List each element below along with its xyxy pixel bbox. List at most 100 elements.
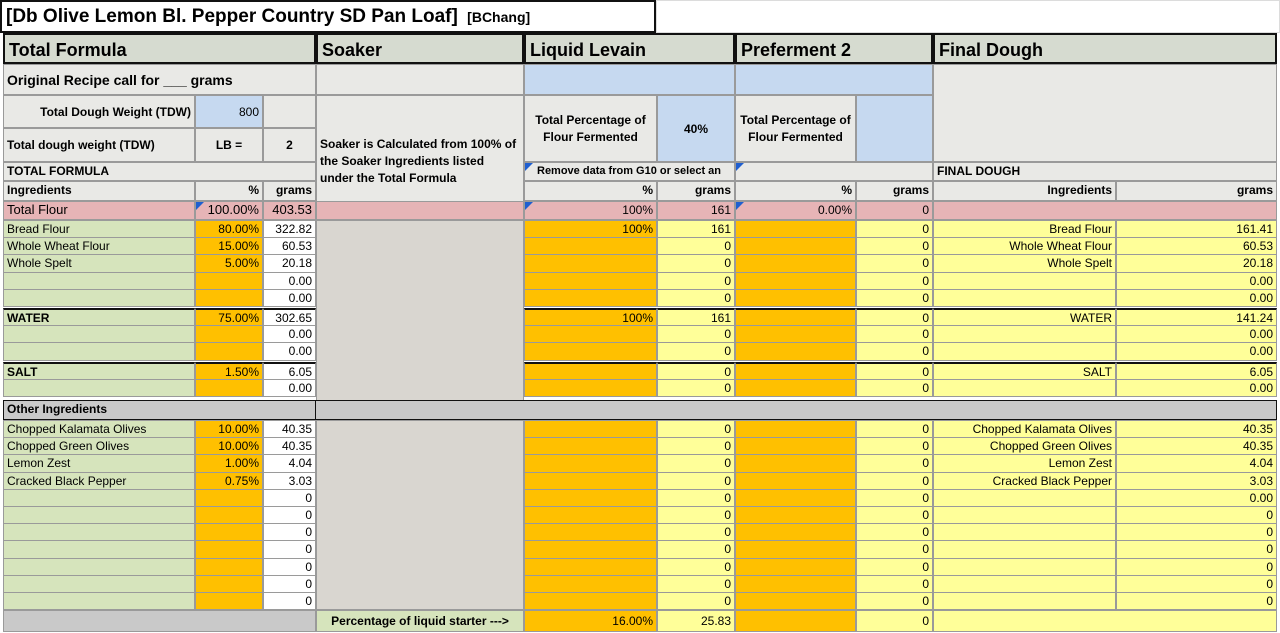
ingredient-grams[interactable]: 20.18 (263, 254, 316, 273)
levain-note[interactable]: Remove data from G10 or select an (524, 162, 735, 181)
levain-pct[interactable] (524, 271, 657, 290)
ingredient-grams[interactable]: 0.00 (263, 325, 316, 344)
levain-grams[interactable]: 0 (657, 523, 735, 542)
final-dough-name[interactable] (933, 523, 1116, 542)
ingredient-grams[interactable]: 4.04 (263, 454, 316, 473)
final-dough-name[interactable]: WATER (933, 308, 1116, 327)
ingredient-grams[interactable]: 322.82 (263, 220, 316, 239)
levain-grams[interactable]: 0 (657, 254, 735, 273)
preferment-grams[interactable]: 0 (856, 362, 933, 381)
levain-pct[interactable] (524, 437, 657, 456)
ingredient-grams[interactable]: 0 (263, 574, 316, 593)
levain-pct[interactable]: 100% (524, 220, 657, 239)
levain-grams[interactable]: 0 (657, 454, 735, 473)
tdw-input[interactable]: 800 (195, 95, 263, 128)
levain-grams[interactable]: 161 (657, 308, 735, 327)
final-dough-grams[interactable]: 0 (1116, 574, 1277, 593)
final-dough-name[interactable]: Lemon Zest (933, 454, 1116, 473)
levain-pct[interactable] (524, 237, 657, 256)
levain-pct[interactable] (524, 325, 657, 344)
ingredient-pct[interactable]: 1.00% (195, 454, 263, 473)
preferment-pct[interactable] (735, 592, 856, 611)
preferment-input-top[interactable] (735, 64, 933, 95)
final-dough-name[interactable] (933, 488, 1116, 507)
levain-grams[interactable]: 0 (657, 420, 735, 439)
final-dough-name[interactable]: SALT (933, 362, 1116, 381)
final-dough-name[interactable] (933, 557, 1116, 576)
preferment-pct[interactable] (735, 488, 856, 507)
final-dough-grams[interactable]: 0.00 (1116, 288, 1277, 307)
ingredient-name[interactable] (3, 342, 195, 361)
pref-pct-input[interactable] (856, 95, 933, 162)
final-dough-name[interactable]: Whole Spelt (933, 254, 1116, 273)
final-dough-grams[interactable]: 3.03 (1116, 471, 1277, 490)
levain-grams[interactable]: 161 (657, 220, 735, 239)
levain-grams[interactable]: 0 (657, 271, 735, 290)
ingredient-name[interactable]: Cracked Black Pepper (3, 471, 195, 490)
preferment-grams[interactable]: 0 (856, 271, 933, 290)
ingredient-pct[interactable]: 5.00% (195, 254, 263, 273)
ingredient-grams[interactable]: 60.53 (263, 237, 316, 256)
ingredient-name[interactable] (3, 523, 195, 542)
preferment-pct[interactable] (735, 506, 856, 525)
ingredient-pct[interactable] (195, 574, 263, 593)
levain-grams[interactable]: 0 (657, 540, 735, 559)
preferment-grams[interactable]: 0 (856, 454, 933, 473)
preferment-pct[interactable] (735, 325, 856, 344)
final-dough-grams[interactable]: 60.53 (1116, 237, 1277, 256)
preferment-pct[interactable] (735, 420, 856, 439)
ingredient-pct[interactable]: 15.00% (195, 237, 263, 256)
final-dough-grams[interactable]: 20.18 (1116, 254, 1277, 273)
levain-pct[interactable] (524, 557, 657, 576)
total-flour-name[interactable]: Total Flour (3, 201, 195, 220)
ingredient-grams[interactable]: 0 (263, 523, 316, 542)
final-dough-name[interactable] (933, 506, 1116, 525)
levain-pct[interactable] (524, 362, 657, 381)
ingredient-pct[interactable] (195, 488, 263, 507)
preferment-pct[interactable] (735, 362, 856, 381)
ingredient-pct[interactable] (195, 557, 263, 576)
final-dough-name[interactable]: Cracked Black Pepper (933, 471, 1116, 490)
preferment-grams[interactable]: 0 (856, 471, 933, 490)
ingredient-name[interactable] (3, 379, 195, 398)
ingredient-grams[interactable]: 3.03 (263, 471, 316, 490)
final-dough-name[interactable] (933, 271, 1116, 290)
levain-pct[interactable] (524, 420, 657, 439)
ingredient-name[interactable] (3, 325, 195, 344)
pref-bottom-pct[interactable] (735, 610, 856, 632)
preferment-grams[interactable]: 0 (856, 220, 933, 239)
ingredient-grams[interactable]: 0.00 (263, 379, 316, 398)
soaker-column-body-lower[interactable] (316, 420, 524, 610)
levain-grams[interactable]: 0 (657, 288, 735, 307)
final-dough-grams[interactable]: 0.00 (1116, 271, 1277, 290)
preferment-grams[interactable]: 0 (856, 342, 933, 361)
levain-pct[interactable] (524, 592, 657, 611)
ingredient-grams[interactable]: 0.00 (263, 271, 316, 290)
ingredient-grams[interactable]: 40.35 (263, 420, 316, 439)
pref-total-flour-pct[interactable]: 0.00% (735, 201, 856, 220)
final-dough-grams[interactable]: 0 (1116, 592, 1277, 611)
levain-grams[interactable]: 0 (657, 557, 735, 576)
ingredient-pct[interactable] (195, 288, 263, 307)
ingredient-grams[interactable]: 0.00 (263, 342, 316, 361)
preferment-pct[interactable] (735, 471, 856, 490)
ingredient-pct[interactable] (195, 592, 263, 611)
ingredient-pct[interactable] (195, 523, 263, 542)
levain-grams[interactable]: 0 (657, 237, 735, 256)
preferment-grams[interactable]: 0 (856, 254, 933, 273)
final-dough-name[interactable]: Chopped Kalamata Olives (933, 420, 1116, 439)
final-dough-name[interactable] (933, 592, 1116, 611)
lev-total-flour-grams[interactable]: 161 (657, 201, 735, 220)
ingredient-pct[interactable]: 10.00% (195, 420, 263, 439)
final-dough-grams[interactable]: 0 (1116, 540, 1277, 559)
preferment-pct[interactable] (735, 254, 856, 273)
preferment-pct[interactable] (735, 379, 856, 398)
levain-grams[interactable]: 0 (657, 342, 735, 361)
levain-grams[interactable]: 0 (657, 325, 735, 344)
final-dough-grams[interactable]: 40.35 (1116, 437, 1277, 456)
preferment-grams[interactable]: 0 (856, 592, 933, 611)
ingredient-grams[interactable]: 0 (263, 557, 316, 576)
preferment-grams[interactable]: 0 (856, 540, 933, 559)
levain-pct[interactable] (524, 574, 657, 593)
liquid-starter-pct[interactable]: 16.00% (524, 610, 657, 632)
